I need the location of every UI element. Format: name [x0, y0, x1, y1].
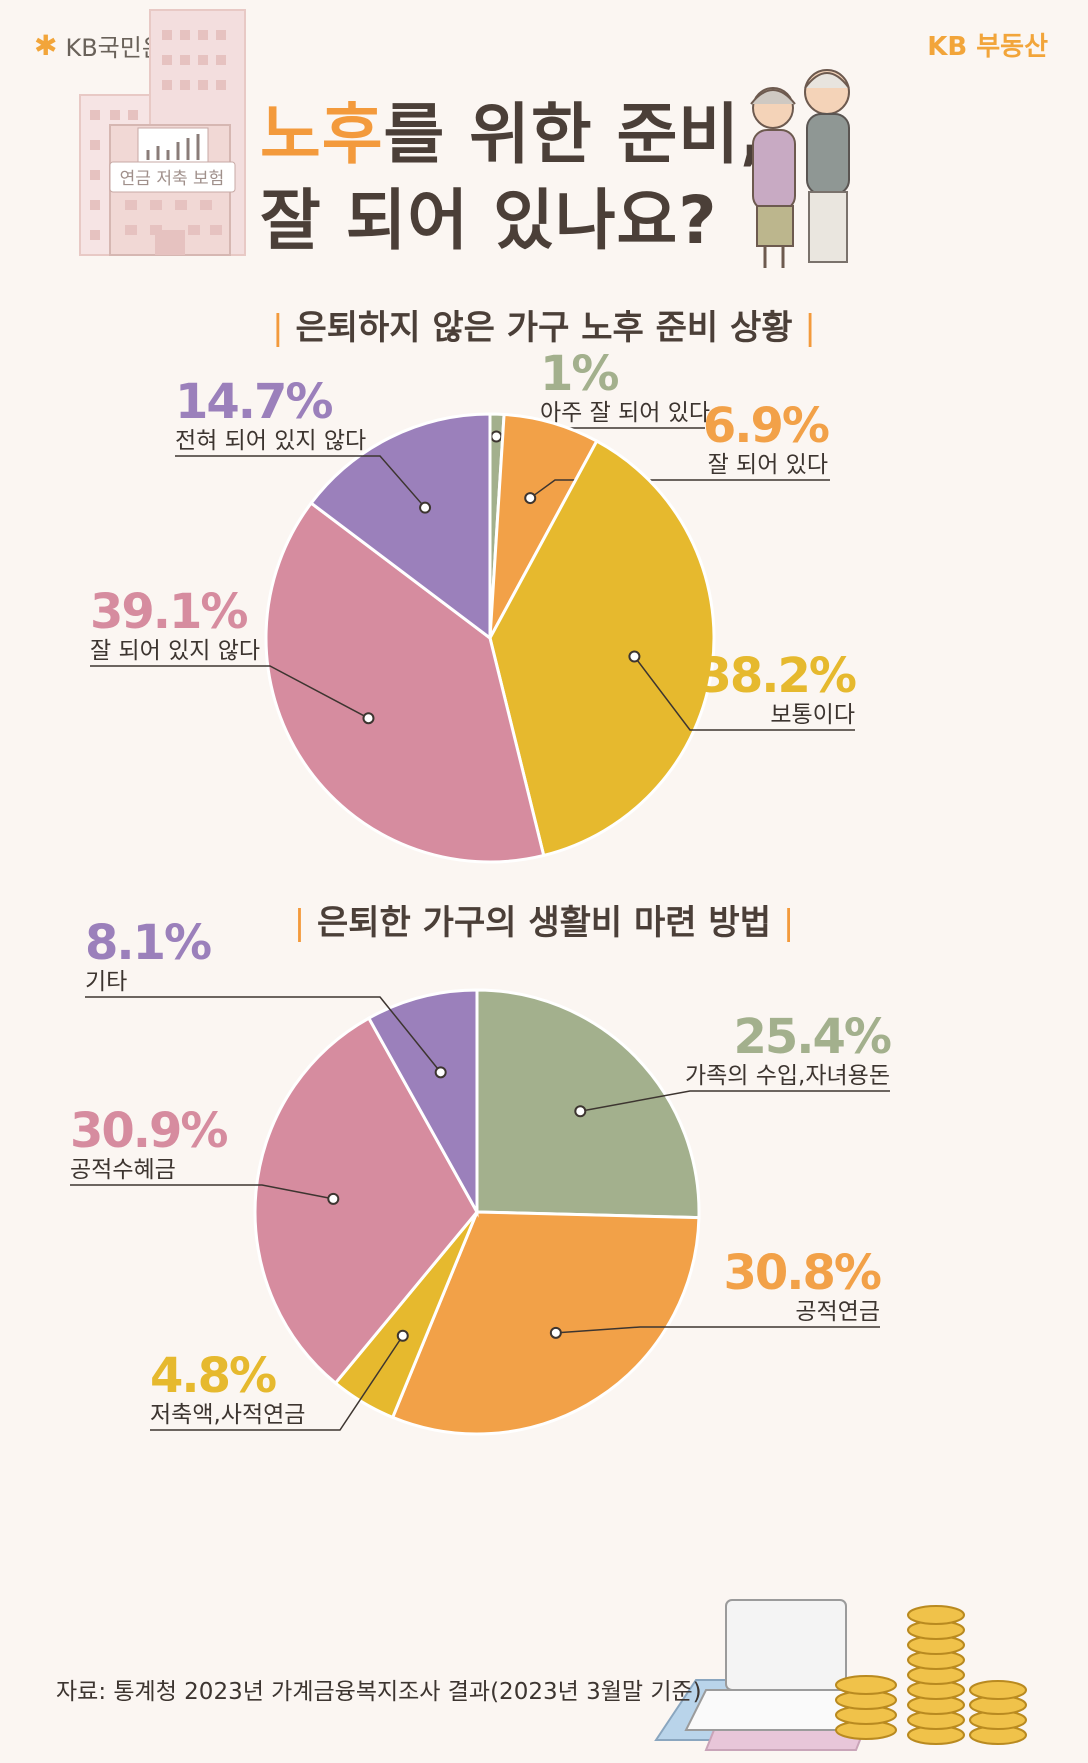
elderly-couple-illustration	[750, 69, 850, 268]
pie1-value-label-4: 14.7%	[175, 374, 332, 430]
pie-chart-retirement-readiness: 1%아주 잘 되어 있다6.9%잘 되어 있다 38.2%보통이다 39.1%잘 되…	[90, 346, 858, 864]
pie2-category-label-1: 공적연금	[795, 1299, 880, 1325]
pie2-leader-line-2	[150, 1335, 404, 1431]
pie2-value-label-0: 25.4%	[733, 1009, 890, 1065]
pie2-leader-line-3	[70, 1184, 334, 1200]
pie2-category-label-0: 가족의 수입,자녀용돈	[685, 1063, 890, 1089]
pie1-leader-line-3	[90, 665, 369, 719]
pie2-category-label-2: 저축액,사적연금	[150, 1402, 305, 1428]
pie2-dot-2	[396, 1329, 409, 1342]
pie1-leader-line-1	[529, 479, 830, 499]
pie2-value-label-1: 30.8%	[723, 1245, 880, 1301]
pie2-dot-4	[434, 1066, 447, 1079]
pie1-category-label-1: 잘 되어 있다	[708, 452, 828, 478]
pie1-dot-2	[628, 650, 641, 663]
section1-title-text: 은퇴하지 않은 가구 노후 준비 상황	[295, 308, 793, 348]
pie2-slice-3	[253, 1016, 479, 1386]
pie2-dot-0	[574, 1105, 587, 1118]
source-note: 자료: 통계청 2023년 가계금융복지조사 결과(2023년 3월말 기준)	[56, 1679, 702, 1705]
pie1-category-label-3: 잘 되어 있지 않다	[90, 638, 260, 664]
pie2-category-label-3: 공적수혜금	[70, 1157, 176, 1183]
kb-star-icon: ✱	[34, 29, 58, 62]
pie1-category-label-2: 보통이다	[770, 702, 855, 728]
pie2-value-label-2: 4.8%	[150, 1348, 276, 1404]
pie2-slice-0	[475, 988, 701, 1220]
pie2-leader-line-0	[580, 1090, 890, 1112]
pie2-value-label-4: 8.1%	[85, 915, 211, 971]
building-sign-text: 연금 저축 보험	[120, 169, 225, 189]
pie1-dot-0	[490, 430, 503, 443]
pie1-leader-line-2	[633, 656, 855, 731]
pie2-category-label-4: 기타	[85, 969, 127, 995]
pie1-category-label-0: 아주 잘 되어 있다	[540, 400, 710, 426]
section1-title: | 은퇴하지 않은 가구 노후 준비 상황 |	[272, 308, 816, 348]
title-highlight: 노후	[260, 96, 384, 173]
pie1-slice-3	[264, 501, 546, 864]
main-title: 노후를 위한 준비, 잘 되어 있나요?	[260, 92, 766, 264]
pie2-slice-4	[366, 988, 479, 1218]
kb-real-estate-brand: KB 부동산	[927, 32, 1048, 62]
pie1-value-label-3: 39.1%	[90, 584, 247, 640]
pie2-slice-1	[390, 1210, 701, 1436]
section2-title: | 은퇴한 가구의 생활비 마련 방법 |	[293, 903, 795, 943]
pie1-value-label-1: 6.9%	[703, 398, 829, 454]
title-line2: 잘 되어 있나요?	[260, 182, 718, 259]
pie2-dot-1	[549, 1326, 562, 1339]
pie2-dot-3	[327, 1192, 340, 1205]
pie-chart-living-expenses: 25.4%가족의 수입,자녀용돈 30.8%공적연금 4.8%저축액,사적연금 30.…	[70, 915, 893, 1436]
title-line1: 를 위한 준비,	[383, 96, 767, 173]
pie1-slice-4	[309, 412, 492, 642]
pie2-leader-line-1	[555, 1326, 880, 1334]
pie1-dot-3	[362, 712, 375, 725]
coins-laptop-illustration	[654, 1599, 1027, 1751]
pie1-category-label-4: 전혀 되어 있지 않다	[175, 428, 366, 454]
section2-title-text: 은퇴한 가구의 생활비 마련 방법	[317, 903, 771, 943]
pie1-leader-line-4	[175, 455, 426, 509]
pie1-value-label-2: 38.2%	[698, 648, 855, 704]
pie1-dot-1	[524, 492, 537, 505]
pie2-leader-line-4	[85, 996, 442, 1073]
pie1-value-label-0: 1%	[540, 346, 618, 402]
pie2-value-label-3: 30.9%	[70, 1103, 227, 1159]
building-illustration: 연금 저축 보험	[79, 9, 246, 256]
pie1-slice-2	[488, 439, 716, 858]
pie1-dot-4	[419, 501, 432, 514]
